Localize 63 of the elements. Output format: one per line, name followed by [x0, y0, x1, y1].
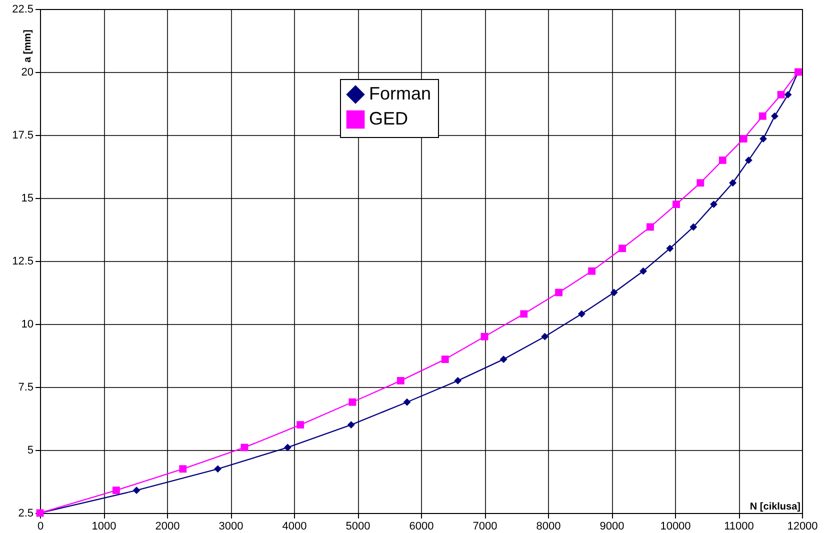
point [520, 310, 528, 318]
x-tick-label: 1000 [92, 520, 116, 532]
point [710, 200, 718, 208]
point [610, 288, 618, 296]
point [214, 465, 222, 473]
x-tick-label: 10000 [660, 520, 691, 532]
point [760, 135, 767, 142]
y-tick-label: 7.5 [18, 382, 34, 394]
point [500, 356, 508, 363]
point [784, 90, 792, 98]
point [690, 223, 698, 231]
x-tick-label: 8000 [536, 520, 561, 532]
point [758, 112, 766, 120]
point [348, 398, 356, 406]
point [718, 156, 726, 164]
x-tick-label: 9000 [600, 520, 624, 532]
point [578, 310, 586, 318]
y-tick-label: 10 [21, 318, 34, 330]
point [618, 244, 626, 252]
point [403, 398, 411, 406]
x-tick-label: 12000 [787, 520, 818, 532]
x-tick-label: 7000 [472, 520, 498, 532]
point [480, 332, 488, 340]
point [666, 244, 674, 252]
x-tick-label: 3000 [218, 520, 244, 532]
y-tick-label: 22.5 [12, 4, 34, 16]
y-tick-label: 15 [21, 192, 34, 204]
x-axis-title: N [ciklusa] [750, 502, 800, 512]
point [770, 112, 778, 120]
point [284, 444, 292, 452]
point [541, 332, 549, 340]
y-tick-label: 5 [27, 444, 34, 456]
point [179, 465, 187, 473]
point [740, 135, 748, 142]
x-tick-label: 5000 [346, 520, 370, 532]
point [646, 223, 654, 231]
point [729, 179, 736, 187]
point [347, 421, 355, 429]
x-tick-label: 6000 [409, 520, 434, 532]
point [132, 486, 140, 494]
point [744, 156, 752, 164]
point [588, 267, 596, 275]
y-tick-label: 2.5 [18, 508, 34, 520]
x-tick-label: 0 [37, 520, 44, 532]
point [672, 200, 680, 208]
point [454, 376, 462, 384]
point [296, 421, 304, 429]
y-tick-label: 17.5 [12, 130, 34, 142]
y-tick-label: 12.5 [12, 256, 34, 268]
x-tick-label: 4000 [282, 520, 307, 532]
point [441, 356, 449, 363]
legend-label: GED [369, 108, 408, 128]
point [640, 267, 647, 275]
point [112, 486, 120, 494]
y-axis-title: a [mm] [22, 30, 34, 62]
point [396, 376, 404, 384]
point [696, 179, 704, 187]
x-tick-label: 11000 [724, 520, 754, 532]
x-tick-label: 2000 [155, 520, 180, 532]
point [555, 288, 563, 296]
legend-label: Forman [369, 84, 432, 104]
y-tick-label: 20 [21, 66, 34, 78]
point [777, 90, 785, 98]
